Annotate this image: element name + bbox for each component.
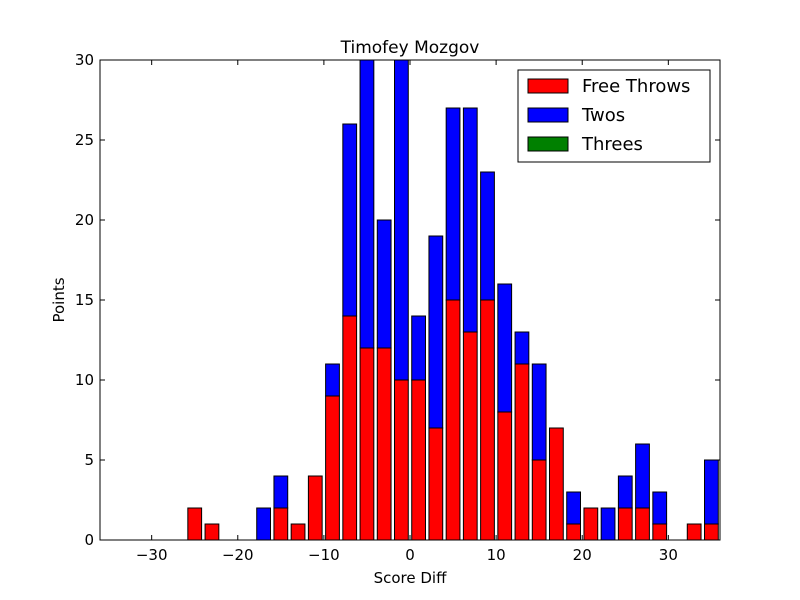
bar-twos--5 [359,60,375,349]
bar-free-throws--9 [325,395,340,540]
bar-twos-19 [566,491,582,525]
x-tick-label: 10 [487,546,506,564]
bar-twos-9 [480,171,495,301]
bar-twos-7 [462,107,478,333]
legend-swatch-twos [527,107,569,123]
bar-free-throws-1 [411,379,427,540]
x-tick-label: −20 [222,546,254,564]
bar-twos--15 [273,475,289,509]
y-tick-label: 30 [75,51,94,69]
bar-free-throws-9 [480,299,495,540]
legend-label-free-throws: Free Throws [582,76,690,97]
y-tick-label: 0 [84,531,94,549]
bar-twos-29 [652,491,668,525]
bar-free-throws--25 [187,507,203,540]
bar-twos-13 [514,331,530,365]
bar-twos--7 [342,123,358,317]
bar-free-throws--15 [273,507,289,540]
bar-twos-23 [600,507,616,540]
bar-free-throws-7 [462,331,478,540]
y-tick-label: 20 [75,211,94,229]
x-tick-label: 0 [405,546,415,564]
bar-twos-5 [445,107,461,301]
x-tick-label: 20 [573,546,592,564]
y-tick-label: 15 [75,291,94,309]
y-tick-label: 10 [75,371,94,389]
bar-free-throws--3 [376,347,392,540]
bar-free-throws-25 [617,507,633,540]
bar-twos-3 [428,235,444,429]
bar-free-throws-27 [635,507,650,540]
bar-free-throws--1 [394,379,409,540]
bar-twos--3 [376,219,392,349]
bar-twos-15 [531,363,547,461]
bar-twos--17 [256,507,272,540]
chart-title: Timofey Mozgov [340,38,480,58]
bar-twos-25 [617,475,633,509]
bar-free-throws-5 [445,299,461,540]
legend-label-threes: Threes [581,134,643,155]
bar-free-throws-11 [497,411,513,540]
legend-label-twos: Twos [581,105,625,126]
legend: Free Throws Twos Threes [517,69,711,163]
bar-free-throws-29 [652,523,668,540]
bar-twos-11 [497,283,513,413]
bar-free-throws-21 [583,507,599,540]
legend-swatch-threes [527,136,569,152]
x-axis-label: Score Diff [374,569,447,587]
legend-swatch-free-throws [527,78,569,94]
bar-twos--9 [325,363,340,397]
bar-twos-1 [411,315,427,381]
x-tick-label: −10 [308,546,340,564]
bar-free-throws-33 [686,523,702,540]
bar-free-throws-35 [704,523,719,540]
bar-twos-27 [635,443,650,509]
bars [187,60,719,540]
y-axis-label: Points [50,277,68,322]
y-axis-ticks: 0 5 10 15 20 25 30 [75,51,720,549]
x-tick-label: 30 [659,546,678,564]
bar-free-throws-19 [566,523,582,540]
bar-free-throws--13 [290,523,306,540]
x-axis-ticks: −30 −20 −10 0 10 20 30 [136,60,678,564]
bar-free-throws-17 [549,427,564,540]
y-tick-label: 25 [75,131,94,149]
bar-twos-35 [704,459,719,525]
bar-free-throws--11 [307,475,323,540]
y-tick-label: 5 [84,451,94,469]
bar-free-throws--23 [204,523,220,540]
bar-free-throws--7 [342,315,358,540]
bar-twos--1 [394,60,409,381]
bar-free-throws-3 [428,427,444,540]
x-tick-label: −30 [136,546,168,564]
bar-free-throws--5 [359,347,375,540]
bar-free-throws-15 [531,459,547,540]
bar-free-throws-13 [514,363,530,540]
